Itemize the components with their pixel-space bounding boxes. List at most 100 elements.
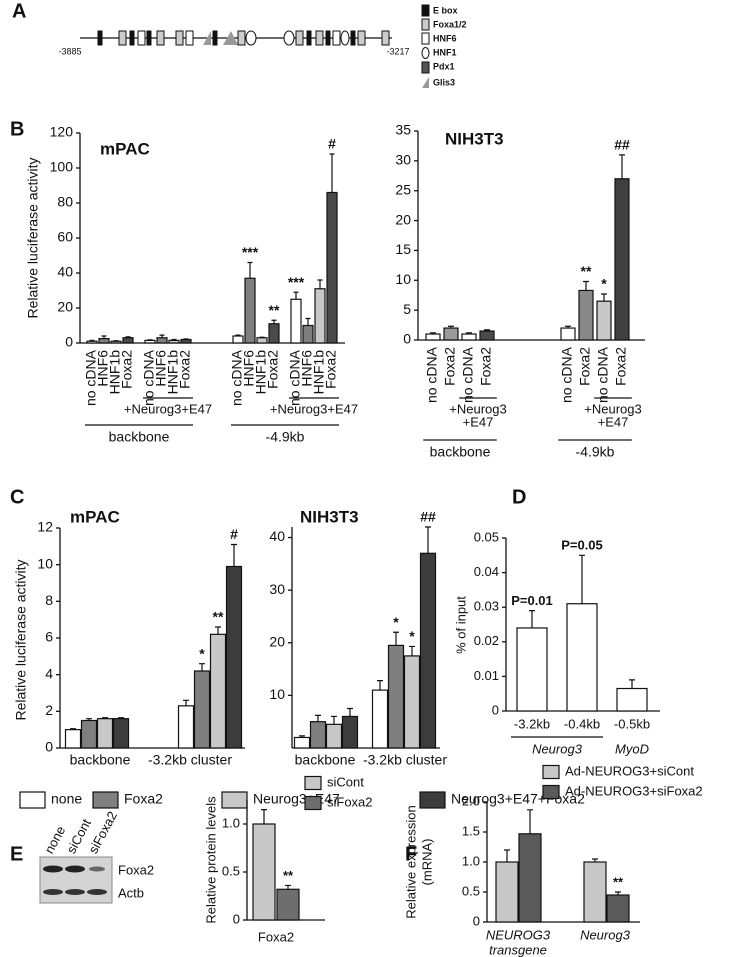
- y-tick-label: 0.02: [474, 633, 499, 648]
- legend-swatch: [19, 791, 46, 809]
- significance-label: ***: [242, 244, 259, 260]
- y-tick-label: 0.03: [474, 599, 499, 614]
- y-tick-label: 0.04: [474, 564, 499, 579]
- x-tick-label: Foxa2: [478, 347, 494, 386]
- panel-letter: F: [405, 843, 417, 865]
- x-tick-label: HNF6: [241, 350, 257, 387]
- x-tick-label: no cDNA: [424, 346, 440, 403]
- legend-label: Ad-NEUROG3+siCont: [565, 763, 694, 778]
- bar: [168, 339, 180, 344]
- error-bar: [305, 317, 311, 326]
- y-tick-label: 0.05: [474, 529, 499, 544]
- panel-letter: A: [12, 0, 26, 22]
- error-bar: [377, 680, 383, 691]
- significance-label: ##: [614, 137, 630, 153]
- bar: [341, 715, 359, 749]
- chart-title: mPAC: [100, 139, 150, 158]
- error-bar: [125, 336, 131, 338]
- bar: [403, 655, 421, 749]
- y-tick-label: 30: [269, 581, 285, 597]
- significance-label: **: [213, 609, 224, 625]
- y-tick-label: 20: [57, 299, 73, 315]
- y-axis-label: % of input: [453, 596, 468, 654]
- error-bar: [247, 261, 253, 279]
- x-tick-label: HNF6: [153, 350, 169, 387]
- x-tick-label: HNF1b: [165, 350, 181, 395]
- bar: [516, 627, 548, 712]
- y-tick-label: 100: [50, 159, 74, 175]
- error-bar: [329, 153, 335, 193]
- y-axis-label: Relative luciferase activity: [13, 559, 29, 720]
- x-tick-label: NEUROG3: [486, 927, 551, 942]
- subgroup-label: +Neurog3: [449, 401, 506, 416]
- error-bar: [171, 338, 177, 341]
- legend-swatch: [542, 764, 560, 780]
- y-tick-label: 1.0: [462, 853, 480, 868]
- error-bar: [271, 319, 277, 324]
- y-tick-label: 5: [403, 301, 411, 317]
- x-tick-label: HNF1b: [311, 350, 327, 395]
- x-tick-label: Foxa2: [265, 350, 281, 389]
- x-tick-label: HNF1b: [107, 350, 123, 395]
- bar: [614, 178, 630, 341]
- significance-label: #: [328, 136, 336, 152]
- y-tick-label: 20: [269, 633, 285, 649]
- x-tick-label: -3.2kb cluster: [363, 752, 447, 768]
- y-tick-label: 20: [395, 211, 411, 227]
- x-tick-label: -0.4kb: [564, 716, 600, 731]
- bar: [209, 633, 227, 749]
- significance-label: **: [613, 874, 624, 889]
- y-axis-label: Relative luciferase activity: [25, 157, 41, 318]
- bar: [112, 718, 130, 749]
- legend-label: none: [51, 791, 82, 807]
- bar: [596, 300, 612, 341]
- significance-label: ***: [288, 274, 305, 290]
- bar: [371, 689, 389, 749]
- significance-label: *: [393, 614, 399, 630]
- significance-label: **: [581, 263, 592, 279]
- x-tick-label: backbone: [70, 752, 131, 768]
- bar: [314, 288, 326, 344]
- y-tick-label: 35: [395, 122, 411, 138]
- group-label: -4.9kb: [266, 429, 305, 445]
- x-tick-label: Foxa2: [613, 347, 629, 386]
- bar: [616, 687, 648, 712]
- bar: [96, 718, 114, 749]
- y-tick-label: 8: [45, 592, 53, 608]
- bar: [309, 721, 327, 749]
- error-bar: [259, 336, 265, 338]
- bar: [443, 327, 459, 341]
- bar: [86, 340, 98, 344]
- error-bar: [285, 884, 291, 890]
- group-label: backbone: [109, 429, 170, 445]
- y-tick-label: 1.0: [222, 815, 240, 830]
- error-bar: [448, 325, 454, 329]
- y-tick-label: 60: [57, 229, 73, 245]
- legend-label: siFoxa2: [327, 794, 373, 809]
- error-bar: [183, 699, 189, 706]
- bar: [583, 861, 607, 923]
- legend-swatch: [419, 791, 446, 809]
- y-tick-label: 0: [65, 334, 73, 350]
- x-tick-label: transgene: [489, 942, 547, 957]
- y-tick-label: 4: [45, 665, 53, 681]
- error-bar: [393, 631, 399, 646]
- bar: [110, 340, 122, 344]
- group-label: -4.9kb: [576, 444, 615, 460]
- x-tick-label: no cDNA: [559, 346, 575, 403]
- binding-sites: [97, 30, 390, 46]
- error-bar: [579, 554, 585, 604]
- x-tick-label: Foxa2: [442, 347, 458, 386]
- group-label: Neurog3: [532, 741, 583, 756]
- y-tick-label: 2: [45, 702, 53, 718]
- error-bar: [619, 154, 625, 179]
- error-bar: [425, 526, 431, 554]
- y-tick-label: 40: [269, 528, 285, 544]
- diagram-legend-symbols: [421, 4, 430, 88]
- error-bar: [315, 714, 321, 722]
- bar: [560, 327, 576, 341]
- y-tick-label: 2.0: [462, 793, 480, 808]
- significance-label: *: [601, 276, 607, 292]
- y-tick-label: 0: [45, 739, 53, 755]
